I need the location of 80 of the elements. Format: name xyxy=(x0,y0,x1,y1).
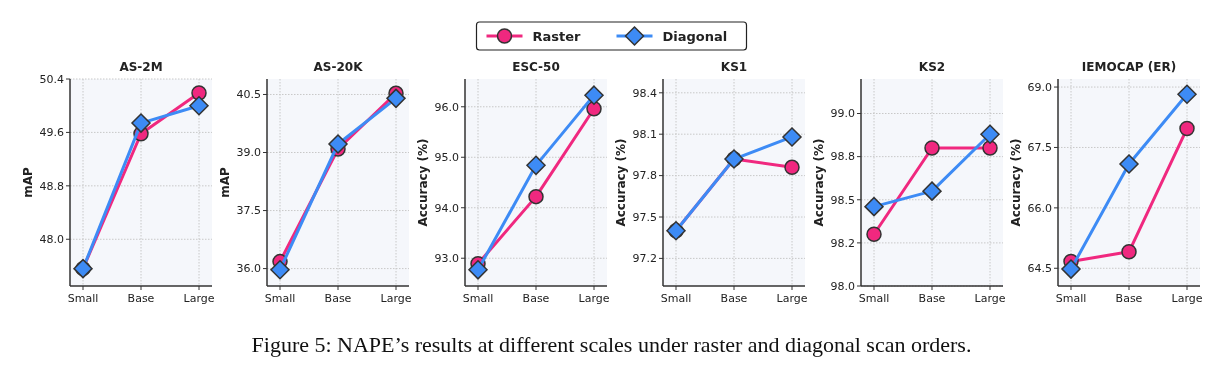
point xyxy=(328,134,348,154)
y-tick-label: 95.0 xyxy=(434,151,459,165)
chart-title: AS-20K xyxy=(313,60,364,74)
y-tick-label: 97.8 xyxy=(632,169,657,183)
y-tick-label: 67.5 xyxy=(1027,141,1052,155)
point xyxy=(526,155,546,176)
y-tick-label: 66.0 xyxy=(1027,201,1052,215)
x-tick-label: Base xyxy=(720,292,748,305)
y-axis-title: mAP xyxy=(21,167,35,198)
y-tick-label: 39.0 xyxy=(236,146,261,160)
y-tick-label: 98.0 xyxy=(830,279,855,293)
x-tick-label: Small xyxy=(67,292,99,305)
x-tick-label: Base xyxy=(918,292,946,305)
chart-title: KS1 xyxy=(720,60,748,74)
x-tick-label: Base xyxy=(127,292,155,305)
y-tick-label: 98.2 xyxy=(830,236,855,250)
point xyxy=(784,159,800,176)
legend-label: Diagonal xyxy=(662,28,728,44)
caption: Figure 5: NAPE’s results at different scales under raster and diagonal scan orders. xyxy=(251,332,972,357)
point xyxy=(1121,244,1137,260)
y-axis-title: mAP xyxy=(218,167,232,198)
x-tick-label: Base xyxy=(1115,292,1143,305)
x-tick-label: Large xyxy=(974,292,1006,305)
y-tick-label: 36.0 xyxy=(236,262,261,276)
y-tick-label: 98.5 xyxy=(830,193,855,207)
x-tick-label: Small xyxy=(462,292,494,305)
y-tick-label: 48.0 xyxy=(39,233,64,247)
y-tick-label: 48.8 xyxy=(39,179,64,193)
y-tick-label: 49.6 xyxy=(39,126,64,140)
point xyxy=(189,95,209,116)
y-tick-label: 98.4 xyxy=(632,86,657,100)
point xyxy=(1119,154,1139,174)
point xyxy=(866,226,882,242)
point xyxy=(782,127,802,147)
x-tick-label: Large xyxy=(776,292,808,305)
point xyxy=(864,196,884,217)
x-tick-label: Small xyxy=(1055,292,1087,305)
point xyxy=(1179,120,1195,137)
point xyxy=(386,88,406,109)
y-tick-label: 93.0 xyxy=(434,252,459,266)
point xyxy=(468,260,488,280)
y-tick-label: 96.0 xyxy=(434,100,459,114)
x-tick-label: Base xyxy=(522,292,550,305)
y-tick-label: 98.1 xyxy=(632,128,657,142)
chart-title: AS-2M xyxy=(119,60,163,74)
y-tick-label: 99.0 xyxy=(830,107,855,121)
point xyxy=(131,113,151,133)
point xyxy=(980,124,1000,144)
y-tick-label: 97.2 xyxy=(632,252,657,266)
legend-label: Raster xyxy=(532,28,582,44)
chart-title: ESC-50 xyxy=(512,60,560,74)
y-tick-label: 97.5 xyxy=(632,210,657,224)
y-tick-label: 37.5 xyxy=(236,204,261,218)
chart-title: KS2 xyxy=(918,60,946,74)
y-tick-label: 69.0 xyxy=(1027,80,1052,94)
y-axis-title: Accuracy (%) xyxy=(1009,138,1023,227)
point xyxy=(922,181,942,201)
y-tick-label: 98.8 xyxy=(830,150,855,164)
y-tick-label: 64.5 xyxy=(1027,262,1052,276)
x-tick-label: Small xyxy=(858,292,890,305)
point xyxy=(924,140,940,156)
chart-title: IEMOCAP (ER) xyxy=(1081,60,1177,74)
point xyxy=(1061,259,1081,279)
point xyxy=(1177,84,1197,105)
x-tick-label: Small xyxy=(660,292,692,305)
x-tick-label: Small xyxy=(264,292,296,305)
x-tick-label: Large xyxy=(578,292,610,305)
y-tick-label: 94.0 xyxy=(434,201,459,215)
x-tick-label: Large xyxy=(380,292,412,305)
y-tick-label: 40.5 xyxy=(236,88,261,102)
point xyxy=(584,85,604,105)
x-tick-label: Large xyxy=(1171,292,1203,305)
point xyxy=(528,188,544,205)
x-tick-label: Large xyxy=(183,292,215,305)
x-tick-label: Base xyxy=(324,292,352,305)
y-axis-title: Accuracy (%) xyxy=(416,138,430,227)
point xyxy=(270,260,290,280)
y-axis-title: Accuracy (%) xyxy=(812,138,826,227)
y-tick-label: 50.4 xyxy=(39,72,64,86)
y-axis-title: Accuracy (%) xyxy=(614,138,628,227)
